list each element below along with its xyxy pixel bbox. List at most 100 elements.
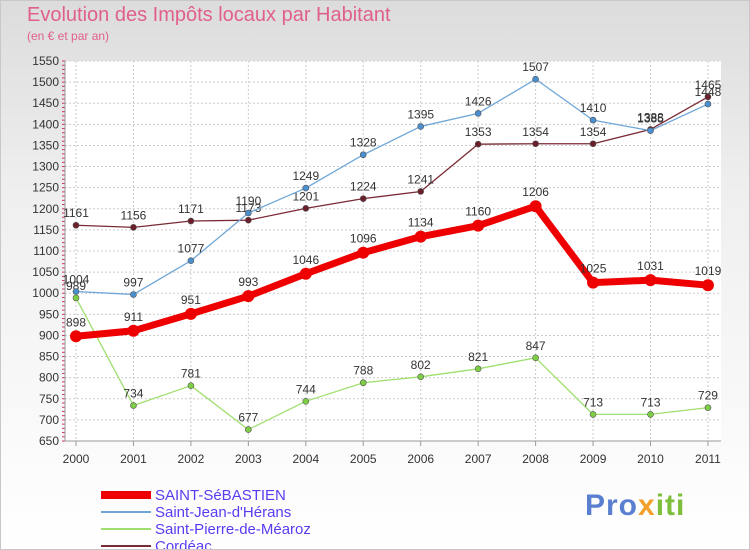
data-point — [187, 257, 195, 265]
data-point — [302, 398, 310, 405]
y-tick-label: 1200 — [32, 202, 59, 216]
x-tick-label: 2010 — [637, 452, 664, 466]
data-label: 1160 — [465, 205, 491, 219]
data-point — [302, 184, 310, 192]
data-point — [417, 123, 425, 130]
data-label: 1388 — [637, 110, 664, 124]
data-point — [644, 274, 657, 287]
data-label: 1046 — [292, 253, 319, 267]
chart-title: Evolution des Impôts locaux par Habitant — [27, 4, 391, 26]
data-label: 1465 — [695, 78, 722, 92]
data-label: 911 — [124, 310, 143, 324]
data-label: 1395 — [407, 107, 434, 121]
data-label: 1353 — [465, 125, 492, 139]
data-label: 744 — [296, 382, 316, 396]
x-tick-label: 2004 — [292, 452, 319, 466]
data-point — [130, 291, 137, 298]
data-label: 1201 — [292, 189, 319, 203]
y-tick-label: 1250 — [32, 181, 59, 195]
y-tick-label: 1500 — [32, 75, 59, 89]
data-label: 847 — [526, 339, 546, 353]
data-label: 1249 — [292, 169, 319, 183]
series-line — [75, 297, 709, 431]
y-tick-label: 1300 — [32, 160, 59, 174]
data-point — [417, 188, 425, 195]
y-tick-label: 850 — [39, 350, 59, 364]
x-tick-label: 2000 — [63, 452, 90, 466]
y-tick-label: 900 — [39, 328, 59, 342]
data-label: 1171 — [178, 202, 204, 216]
data-point — [72, 294, 80, 302]
y-tick-label: 1150 — [33, 223, 59, 237]
data-label: 1077 — [178, 242, 205, 256]
data-point — [187, 382, 195, 389]
data-point — [359, 151, 367, 159]
logo-text-part3: iti — [655, 489, 686, 522]
legend-swatch — [101, 545, 151, 547]
series-line — [75, 78, 709, 296]
x-tick-label: 2006 — [407, 452, 434, 466]
data-label: 898 — [66, 315, 86, 329]
data-point — [242, 290, 255, 303]
data-label: 677 — [238, 411, 258, 425]
data-point — [589, 116, 597, 124]
y-tick-label: 950 — [39, 307, 59, 321]
data-point — [647, 127, 654, 134]
data-point — [532, 75, 539, 83]
data-label: 713 — [583, 395, 603, 409]
data-point — [299, 267, 312, 280]
y-tick-label: 1400 — [32, 117, 59, 131]
data-point — [704, 404, 712, 411]
data-point — [532, 140, 539, 148]
data-label: 951 — [181, 293, 201, 307]
legend-label: Saint-Pierre-de-Méaroz — [155, 521, 311, 538]
data-point — [70, 330, 82, 343]
legend-swatch — [101, 491, 151, 499]
data-point — [472, 219, 485, 232]
data-label: 1019 — [695, 264, 722, 278]
x-tick-label: 2003 — [235, 452, 262, 466]
y-tick-label: 1000 — [32, 286, 59, 300]
data-point — [127, 324, 140, 337]
data-point — [72, 288, 80, 295]
data-label: 802 — [411, 358, 431, 372]
data-label: 1241 — [407, 172, 434, 186]
data-label: 993 — [238, 275, 258, 289]
data-point — [701, 279, 714, 292]
data-label: 1507 — [522, 60, 549, 74]
data-point — [532, 354, 539, 362]
data-point — [704, 93, 712, 101]
x-tick-label: 2011 — [695, 452, 721, 466]
data-point — [357, 246, 370, 259]
data-point — [704, 100, 712, 108]
logo-text-part1: Pro — [585, 489, 639, 522]
data-point — [474, 140, 482, 148]
y-tick-label: 1100 — [33, 244, 59, 258]
data-point — [187, 217, 195, 225]
data-point — [184, 307, 197, 320]
logo-text-part2: x — [638, 489, 656, 522]
data-label: 1161 — [63, 206, 89, 220]
legend-label: SAINT-SéBASTIEN — [155, 487, 286, 504]
data-label: 734 — [123, 387, 143, 401]
y-tick-label: 700 — [39, 413, 59, 427]
y-tick-label: 650 — [39, 434, 59, 448]
data-label: 1031 — [637, 259, 664, 273]
data-label: 713 — [640, 395, 660, 409]
data-point — [589, 140, 597, 148]
data-point — [359, 379, 367, 387]
data-label: 1190 — [235, 194, 261, 208]
legend-label: Saint-Jean-d'Hérans — [155, 504, 292, 521]
data-label: 781 — [181, 367, 201, 381]
data-point — [245, 216, 252, 224]
data-point — [587, 276, 600, 289]
x-tick-label: 2009 — [580, 452, 607, 466]
data-point — [589, 411, 597, 418]
data-point — [130, 224, 137, 231]
data-point — [72, 221, 80, 229]
data-label: 1426 — [465, 94, 492, 108]
data-label: 989 — [66, 279, 86, 293]
data-label: 1004 — [63, 273, 90, 287]
